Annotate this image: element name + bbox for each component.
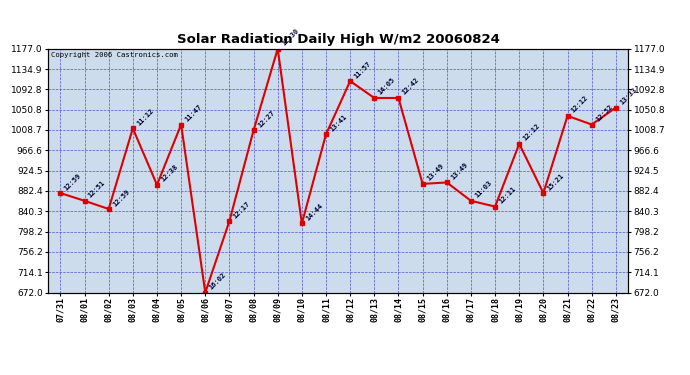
Text: 12:42: 12:42 — [402, 77, 420, 96]
Text: 11:57: 11:57 — [353, 60, 372, 79]
Text: 12:59: 12:59 — [63, 172, 82, 191]
Text: 13:41: 13:41 — [329, 113, 348, 132]
Text: 13:49: 13:49 — [426, 163, 444, 182]
Text: 12:12: 12:12 — [571, 95, 589, 114]
Text: Copyright 2006 Castronics.com: Copyright 2006 Castronics.com — [51, 53, 178, 58]
Text: 13:49: 13:49 — [450, 161, 469, 181]
Text: 15:21: 15:21 — [546, 172, 565, 191]
Text: 12:38: 12:38 — [160, 164, 179, 183]
Text: 11:03: 11:03 — [474, 180, 493, 199]
Text: 14:44: 14:44 — [305, 202, 324, 222]
Text: 16:02: 16:02 — [208, 272, 227, 291]
Text: 11:12: 11:12 — [136, 107, 155, 127]
Text: 11:47: 11:47 — [184, 104, 203, 123]
Text: 12:27: 12:27 — [257, 109, 275, 129]
Text: 12:30: 12:30 — [281, 28, 299, 47]
Text: 12:12: 12:12 — [522, 123, 541, 142]
Text: 14:05: 14:05 — [377, 77, 396, 96]
Text: 12:51: 12:51 — [88, 180, 106, 199]
Text: 13:33: 13:33 — [619, 87, 638, 106]
Title: Solar Radiation Daily High W/m2 20060824: Solar Radiation Daily High W/m2 20060824 — [177, 33, 500, 46]
Text: 12:17: 12:17 — [233, 200, 251, 219]
Text: 12:11: 12:11 — [498, 186, 517, 205]
Text: 12:59: 12:59 — [112, 188, 130, 207]
Text: 12:52: 12:52 — [595, 104, 613, 123]
